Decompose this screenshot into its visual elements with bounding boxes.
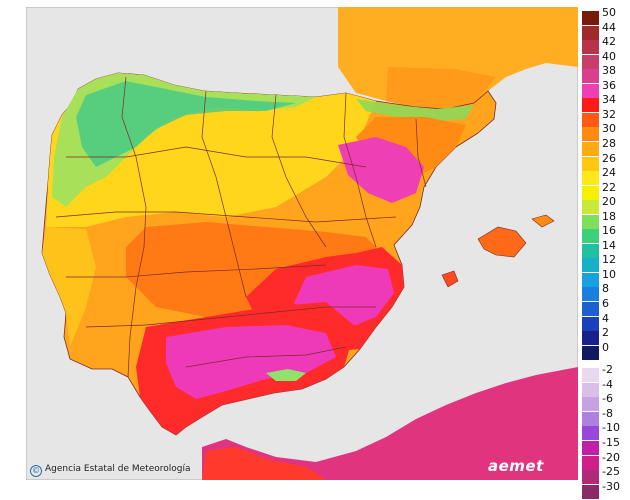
legend-swatch bbox=[582, 185, 599, 200]
mallorca bbox=[477, 226, 527, 258]
legend-label: 0 bbox=[602, 340, 609, 354]
legend-swatch bbox=[582, 171, 599, 186]
legend-swatch bbox=[582, 470, 599, 485]
legend-swatch bbox=[582, 484, 599, 499]
legend-swatch bbox=[582, 382, 599, 397]
legend-swatch bbox=[582, 229, 599, 244]
legend-label: 6 bbox=[602, 297, 609, 310]
legend-label: 16 bbox=[602, 224, 616, 238]
borders bbox=[55, 76, 427, 378]
legend-label: 10 bbox=[602, 267, 616, 281]
legend-swatch bbox=[582, 397, 599, 412]
legend-swatch bbox=[582, 345, 599, 360]
legend-label: 8 bbox=[602, 282, 609, 296]
legend-label: 12 bbox=[602, 253, 616, 267]
credit-text: © Agencia Estatal de Meteorología bbox=[30, 464, 191, 477]
iberian-system-extreme bbox=[338, 137, 424, 203]
legend-label: -30 bbox=[602, 479, 620, 493]
ibiza bbox=[441, 270, 459, 288]
legend-label: 4 bbox=[602, 311, 609, 325]
legend-swatch bbox=[582, 426, 599, 441]
legend-swatch bbox=[582, 54, 599, 69]
legend-swatch bbox=[582, 258, 599, 273]
legend-swatch bbox=[582, 200, 599, 215]
legend-label: -25 bbox=[602, 465, 620, 479]
legend-label: 26 bbox=[602, 151, 616, 165]
sierra-nevada-cool bbox=[266, 369, 306, 381]
aemet-logo: aemet bbox=[488, 457, 544, 475]
legend-label: 22 bbox=[602, 180, 616, 194]
legend-swatch bbox=[582, 156, 599, 171]
legend-label: 2 bbox=[602, 326, 609, 340]
legend-label: 24 bbox=[602, 166, 616, 180]
copyright-icon: © bbox=[30, 465, 42, 477]
legend-label: 38 bbox=[602, 64, 616, 78]
legend-label: 14 bbox=[602, 238, 616, 252]
legend-swatch bbox=[582, 316, 599, 331]
temperature-legend: 50 44 42 40 38 36 34 32 30 28 26 24 22 20 18 16 14 12 10 8 6… bbox=[582, 7, 630, 499]
legend-swatch bbox=[582, 272, 599, 287]
legend-swatch bbox=[582, 214, 599, 229]
legend-swatch bbox=[582, 440, 599, 455]
legend-swatch bbox=[582, 368, 599, 383]
legend-label: 32 bbox=[602, 107, 616, 121]
legend-swatch bbox=[582, 302, 599, 316]
legend-label: 36 bbox=[602, 78, 616, 92]
legend-swatch bbox=[582, 83, 599, 98]
legend-label: 30 bbox=[602, 122, 616, 136]
north-africa-hot bbox=[202, 447, 326, 480]
legend-label: 28 bbox=[602, 136, 616, 150]
legend-label: -8 bbox=[602, 406, 613, 420]
legend-swatch bbox=[582, 98, 599, 113]
temperature-map bbox=[26, 7, 578, 480]
credit-label: Agencia Estatal de Meteorología bbox=[45, 464, 191, 474]
legend-label: 18 bbox=[602, 209, 616, 223]
legend-swatch bbox=[582, 411, 599, 426]
legend-swatch bbox=[582, 331, 599, 346]
legend-swatch bbox=[582, 243, 599, 258]
legend-label: -4 bbox=[602, 377, 613, 391]
menorca bbox=[531, 214, 555, 228]
legend-swatch bbox=[582, 141, 599, 156]
legend-label: -10 bbox=[602, 421, 620, 435]
legend-label: 40 bbox=[602, 49, 616, 63]
legend-label: 42 bbox=[602, 35, 616, 49]
legend-label: -15 bbox=[602, 435, 620, 449]
legend-swatch bbox=[582, 69, 599, 84]
pyrenees-zone bbox=[356, 99, 474, 121]
legend-swatch bbox=[582, 112, 599, 127]
legend-swatch bbox=[582, 25, 599, 40]
legend-swatch bbox=[582, 40, 599, 55]
legend-label: 50 bbox=[602, 6, 616, 19]
legend-swatch bbox=[582, 11, 599, 25]
legend-label: 44 bbox=[602, 20, 616, 34]
legend-label: -20 bbox=[602, 450, 620, 464]
legend-swatch bbox=[582, 455, 599, 470]
legend-label: -6 bbox=[602, 392, 613, 406]
cantabrian-mountains bbox=[76, 81, 296, 167]
legend-label: -2 bbox=[602, 363, 613, 377]
portugal-coast bbox=[42, 227, 96, 347]
north-africa bbox=[202, 367, 578, 480]
legend-swatch bbox=[582, 127, 599, 142]
france-land-south bbox=[386, 67, 496, 109]
legend-label: 34 bbox=[602, 93, 616, 107]
legend-label: 20 bbox=[602, 195, 616, 209]
legend-swatch bbox=[582, 287, 599, 302]
andalusia-extreme bbox=[166, 325, 336, 399]
